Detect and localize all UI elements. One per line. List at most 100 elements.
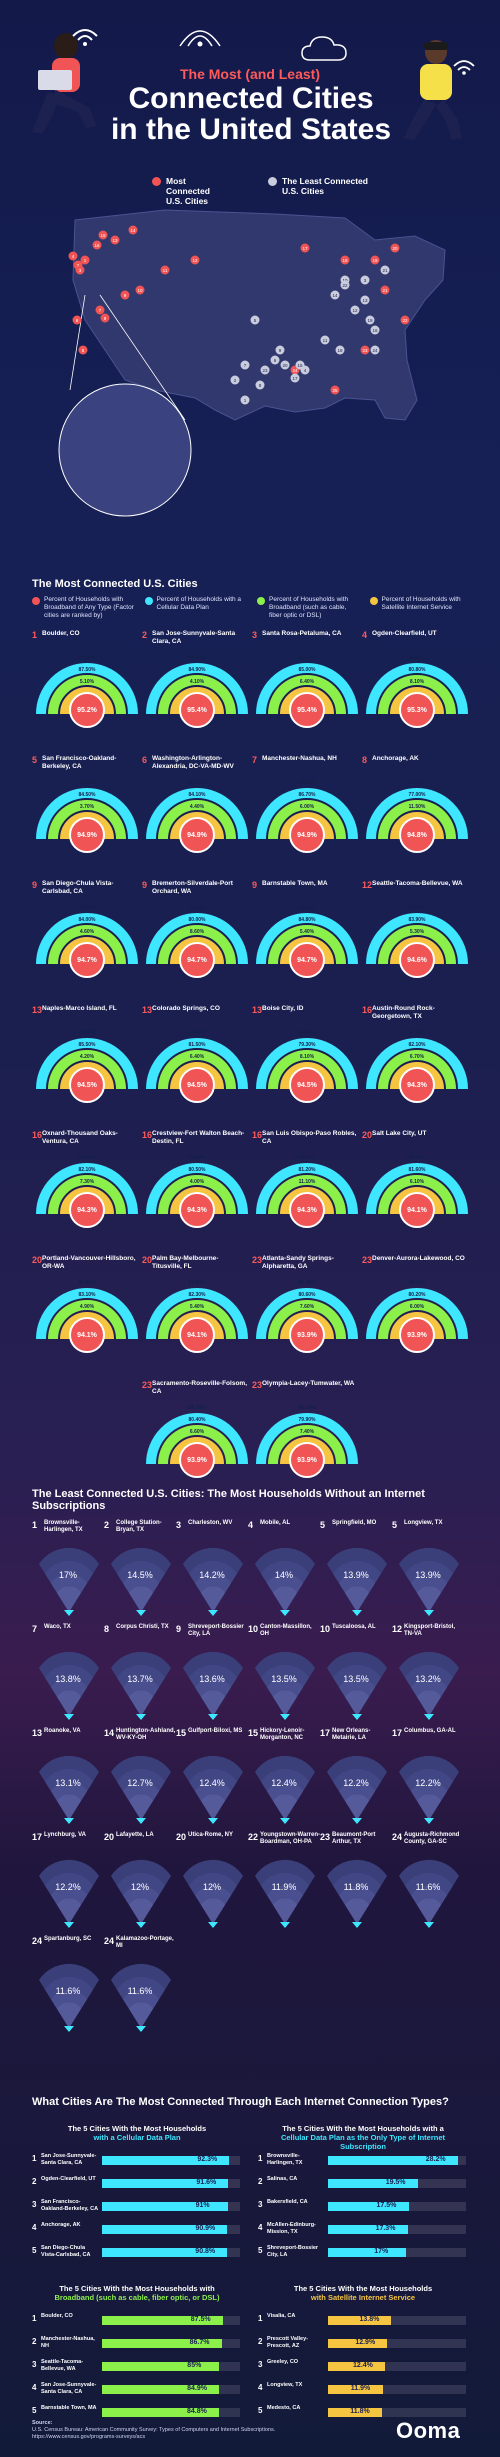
page-title-line2: in the United States [110,113,392,146]
broadband-total-bubble: 94.7% [289,942,325,978]
source-text: U.S. Census Bureau: American Community S… [32,2427,276,2433]
bar-rank: 4 [32,2383,37,2392]
broadband-total-bubble: 95.2% [69,692,105,728]
bar-rank: 4 [258,2383,263,2392]
city-name: Boulder, CO [42,630,80,637]
map-marker-most [330,385,340,395]
wifi-fan-icon [111,1651,171,1720]
broadband-total-bubble: 94.6% [399,942,435,978]
city-rank: 3 [252,630,258,640]
bar-value: 87.5% [190,2316,211,2323]
broadband-total-bubble: 94.8% [399,817,435,853]
bar-track [328,2179,466,2188]
least-city-card: 17 Lynchburg, VA 12.2% [32,1832,104,1938]
arc-value-broad: 85.50% [78,1042,96,1048]
arc-value-sat: 5.40% [299,929,315,935]
bar-city: San Diego-Chula Vista-Carlsbad, CA [41,2245,91,2258]
arc-value-cell: 88.30% [298,1155,316,1161]
arc-value-broad: 80.60% [298,1292,316,1298]
wifi-pointer-icon [424,1818,434,1824]
type-panel-title-a: The 5 Cities With the Most Households wi… [282,2124,444,2133]
wifi-pointer-icon [136,1818,146,1824]
least-city-rank: 24 [392,1832,403,1842]
map-marker-least-label: 4 [304,368,307,373]
title-tagline: The Most (and Least) [179,66,320,82]
map-marker-most-label: 18 [342,258,348,263]
map-marker-most-label: 12 [192,258,198,263]
map-marker-least-label: 13 [362,298,368,303]
least-city-card: 20 Utica-Rome, NY 12% [176,1832,248,1938]
broadband-total-bubble: 93.9% [289,1317,325,1353]
bar-value: 92.3% [197,2156,218,2163]
wifi-fan-band [201,1898,225,1924]
bar-fill [328,2362,386,2371]
map-marker-most-label: 23 [362,348,368,353]
arc-band [378,1175,456,1215]
map-marker-least-label: 16 [372,328,378,333]
least-city-rank: 15 [248,1728,259,1738]
bar-fill [102,2362,220,2371]
broadband-total-bubble: 94.1% [399,1192,435,1228]
wifi-fan-icon [399,1755,459,1824]
least-city-card: 4 Mobile, AL 14% [248,1520,320,1626]
type-panel-title: The 5 Cities With the Most Households wi… [32,2284,242,2302]
arc-value-broad: 84.00% [78,917,96,923]
bar-fill [102,2408,220,2417]
bar-row: 4 Longview, TX 11.9% [258,2381,468,2403]
city-rank: 6 [142,755,148,765]
least-city-value: 12.7% [127,1778,153,1788]
arc-value-sat: 6.40% [189,1054,205,1060]
least-city-name: Canton-Massillon, OH [260,1624,312,1637]
wifi-fan-band [57,1586,81,1612]
bar-fill [328,2179,418,2188]
bar-track [102,2156,240,2165]
least-city-value: 11.9% [271,1882,297,1892]
bar-rank: 3 [258,2360,263,2369]
arc-value-broad: 82.30% [188,1292,206,1298]
wifi-pointer-icon [424,1714,434,1720]
least-city-rank: 4 [248,1520,254,1530]
arc-value-sat: 6.00% [299,804,315,810]
city-name: Bremerton-Silverdale-Port Orchard, WA [152,880,233,895]
bar-row: 2 Prescott Valley-Prescott, AZ 12.9% [258,2335,468,2357]
city-name: Santa Rosa-Petaluma, CA [262,630,342,637]
type-panel-title-b: with Satellite Internet Service [310,2293,416,2302]
arc-band [378,800,456,840]
arc-value-cell: 91.60% [408,655,426,661]
arc-value-broad: 84.50% [78,792,96,798]
least-city-name: Kingsport-Bristol, TN-VA [404,1624,455,1637]
city-rank: 9 [252,880,258,890]
map-marker-least [240,360,250,370]
wifi-fan-icon [399,1859,459,1928]
city-card: 23 Denver-Aurora-Lakewood, CO 90.20% 80.20%… [362,1255,472,1377]
map-marker-most-label: 22 [402,318,408,323]
bar-rank: 2 [258,2337,263,2346]
city-card: 23 Sacramento-Roseville-Folsom, CA 89.70% 8… [142,1380,252,1502]
map-marker-most [340,255,350,265]
legend-label: Percent of Households with a Cellular Da… [156,596,242,611]
least-connected-title: The Least Connected U.S. Cities: The Mos… [32,1488,425,1512]
arc-band [366,663,468,715]
city-card: 1 Boulder, CO 92.40% 87.50% 5.10% 95.2% [32,630,142,752]
wifi-fan-icon [39,1859,99,1928]
bar-fill [328,2408,383,2417]
least-city-name: Augusta-Richmond County, GA-SC [404,1832,460,1845]
type-panel-title-a: The 5 Cities With the Most Households [293,2284,433,2293]
broadband-total-bubble: 93.9% [399,1317,435,1353]
arc-value-sat: 6.70% [409,1054,425,1060]
city-name: San Diego-Chula Vista-Carlsbad, CA [42,880,114,895]
arc-value-cell: 92.30% [188,655,206,661]
city-name: Crestview-Fort Walton Beach-Destin, FL [152,1130,245,1145]
legend-dot-icon [32,597,40,605]
bar-value: 17.3% [375,2225,396,2232]
city-rank: 20 [362,1130,373,1140]
bar-value: 11.8% [350,2408,370,2415]
least-city-rank: 15 [176,1728,187,1738]
least-city-card: 15 Hickory-Lenoir-Morganton, NC 12.4% [248,1728,320,1834]
least-city-name: Roanoke, VA [44,1728,81,1734]
map-marker-most-label: 20 [392,246,398,251]
bar-city: Prescott Valley-Prescott, AZ [267,2336,308,2349]
arc-band [366,1288,468,1340]
bar-row: 5 Barnstable Town, MA 84.8% [32,2404,242,2426]
city-card: 5 San Francisco-Oakland-Berkeley, CA 91.00… [32,755,142,877]
